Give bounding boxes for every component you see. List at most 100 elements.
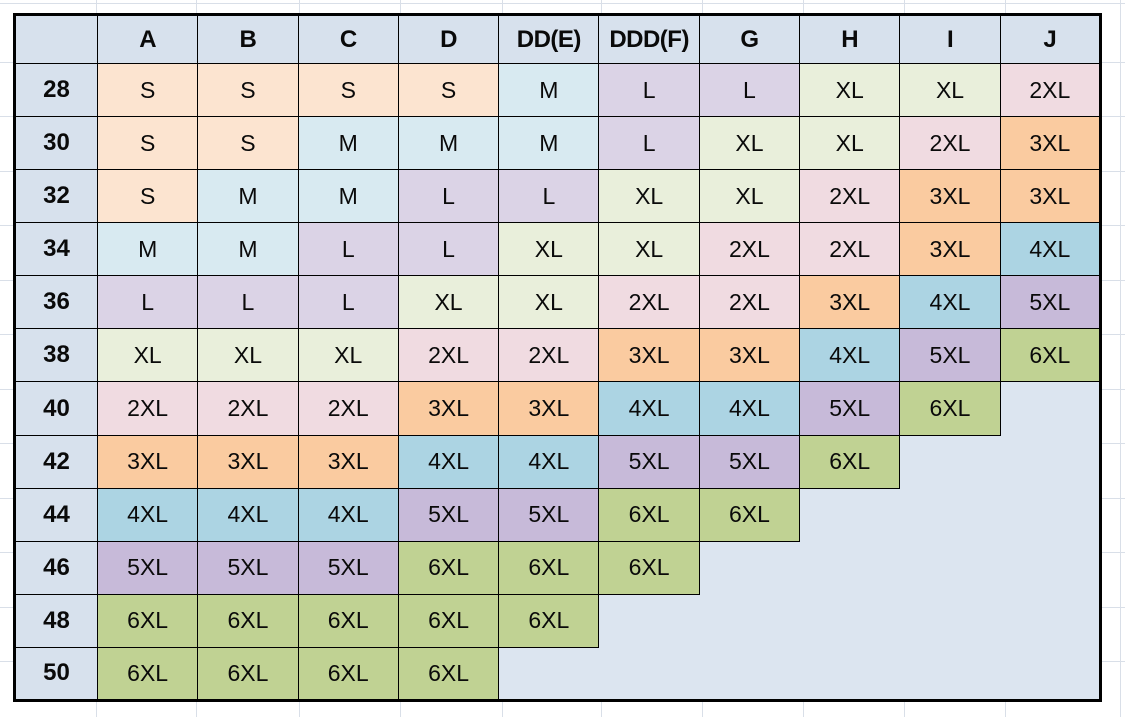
size-cell[interactable]: 3XL	[397, 381, 500, 436]
size-cell[interactable]: 3XL	[297, 434, 399, 489]
size-cell[interactable]: 6XL	[297, 593, 399, 648]
empty-cell[interactable]	[1000, 647, 1101, 701]
size-cell[interactable]: 5XL	[397, 487, 500, 542]
size-cell[interactable]: 2XL	[799, 222, 901, 277]
empty-cell[interactable]	[1000, 594, 1101, 648]
size-cell[interactable]: 6XL	[598, 540, 700, 595]
size-cell[interactable]: S	[96, 62, 199, 118]
size-cell[interactable]: 2XL	[899, 116, 1001, 171]
size-cell[interactable]: XL	[498, 222, 600, 277]
size-cell[interactable]: 6XL	[96, 593, 199, 648]
size-cell[interactable]: XL	[799, 116, 901, 171]
band-label-46[interactable]: 46	[14, 540, 98, 595]
size-cell[interactable]: 5XL	[197, 540, 299, 595]
size-cell[interactable]: 4XL	[899, 275, 1001, 330]
size-cell[interactable]: XL	[899, 62, 1001, 118]
corner-cell[interactable]	[14, 14, 98, 64]
size-cell[interactable]: 3XL	[999, 169, 1102, 224]
size-cell[interactable]: XL	[397, 275, 500, 330]
size-cell[interactable]: XL	[96, 328, 199, 383]
size-cell[interactable]: S	[96, 169, 199, 224]
size-cell[interactable]: 5XL	[799, 381, 901, 436]
size-cell[interactable]: 2XL	[999, 62, 1102, 118]
size-cell[interactable]: 6XL	[397, 540, 500, 595]
column-header-d[interactable]: D	[397, 14, 500, 64]
size-cell[interactable]: M	[96, 222, 199, 277]
empty-cell[interactable]	[899, 594, 1001, 648]
size-cell[interactable]: XL	[297, 328, 399, 383]
size-cell[interactable]: XL	[197, 328, 299, 383]
size-cell[interactable]: 6XL	[598, 487, 700, 542]
size-cell[interactable]: 4XL	[96, 487, 199, 542]
size-cell[interactable]: 6XL	[899, 381, 1001, 436]
empty-cell[interactable]	[1000, 488, 1101, 542]
size-cell[interactable]: 5XL	[899, 328, 1001, 383]
size-cell[interactable]: XL	[698, 116, 801, 171]
size-cell[interactable]: 2XL	[498, 328, 600, 383]
empty-cell[interactable]	[899, 647, 1001, 701]
size-cell[interactable]: 4XL	[598, 381, 700, 436]
size-cell[interactable]: M	[197, 169, 299, 224]
size-cell[interactable]: XL	[598, 169, 700, 224]
column-header-c[interactable]: C	[297, 14, 399, 64]
empty-cell[interactable]	[699, 594, 800, 648]
empty-cell[interactable]	[498, 647, 599, 701]
band-label-38[interactable]: 38	[14, 328, 98, 383]
size-cell[interactable]: M	[197, 222, 299, 277]
size-cell[interactable]: L	[96, 275, 199, 330]
size-cell[interactable]: 4XL	[297, 487, 399, 542]
column-header-dddf[interactable]: DDD(F)	[598, 14, 700, 64]
band-label-42[interactable]: 42	[14, 434, 98, 489]
size-cell[interactable]: L	[297, 222, 399, 277]
empty-cell[interactable]	[799, 488, 900, 542]
size-cell[interactable]: 6XL	[799, 434, 901, 489]
size-cell[interactable]: 5XL	[999, 275, 1102, 330]
size-cell[interactable]: 3XL	[899, 222, 1001, 277]
size-cell[interactable]: 2XL	[397, 328, 500, 383]
size-cell[interactable]: L	[297, 275, 399, 330]
size-cell[interactable]: 5XL	[598, 434, 700, 489]
empty-cell[interactable]	[899, 488, 1001, 542]
empty-cell[interactable]	[598, 647, 700, 701]
size-cell[interactable]: 5XL	[297, 540, 399, 595]
empty-cell[interactable]	[1000, 381, 1101, 436]
size-cell[interactable]: S	[397, 62, 500, 118]
column-header-i[interactable]: I	[899, 14, 1001, 64]
size-cell[interactable]: M	[297, 116, 399, 171]
size-cell[interactable]: 3XL	[498, 381, 600, 436]
empty-cell[interactable]	[1000, 435, 1101, 489]
size-cell[interactable]: 3XL	[799, 275, 901, 330]
band-label-30[interactable]: 30	[14, 116, 98, 171]
empty-cell[interactable]	[799, 647, 900, 701]
size-cell[interactable]: L	[698, 62, 801, 118]
size-cell[interactable]: 6XL	[498, 593, 600, 648]
empty-cell[interactable]	[699, 647, 800, 701]
size-cell[interactable]: 4XL	[698, 381, 801, 436]
size-cell[interactable]: 6XL	[297, 646, 399, 702]
size-cell[interactable]: 3XL	[899, 169, 1001, 224]
size-cell[interactable]: L	[598, 62, 700, 118]
size-cell[interactable]: L	[498, 169, 600, 224]
empty-cell[interactable]	[699, 541, 800, 595]
size-cell[interactable]: 4XL	[397, 434, 500, 489]
size-cell[interactable]: 2XL	[297, 381, 399, 436]
size-cell[interactable]: M	[297, 169, 399, 224]
size-cell[interactable]: 2XL	[96, 381, 199, 436]
size-cell[interactable]: XL	[698, 169, 801, 224]
empty-cell[interactable]	[899, 541, 1001, 595]
size-cell[interactable]: M	[498, 116, 600, 171]
size-cell[interactable]: 2XL	[598, 275, 700, 330]
size-cell[interactable]: 6XL	[197, 593, 299, 648]
size-cell[interactable]: 3XL	[698, 328, 801, 383]
empty-cell[interactable]	[1000, 541, 1101, 595]
size-cell[interactable]: S	[96, 116, 199, 171]
size-cell[interactable]: XL	[598, 222, 700, 277]
size-cell[interactable]: 6XL	[698, 487, 801, 542]
band-label-32[interactable]: 32	[14, 169, 98, 224]
size-cell[interactable]: 6XL	[498, 540, 600, 595]
band-label-44[interactable]: 44	[14, 487, 98, 542]
empty-cell[interactable]	[899, 435, 1001, 489]
band-label-50[interactable]: 50	[14, 646, 98, 702]
band-label-40[interactable]: 40	[14, 381, 98, 436]
size-cell[interactable]: 3XL	[96, 434, 199, 489]
